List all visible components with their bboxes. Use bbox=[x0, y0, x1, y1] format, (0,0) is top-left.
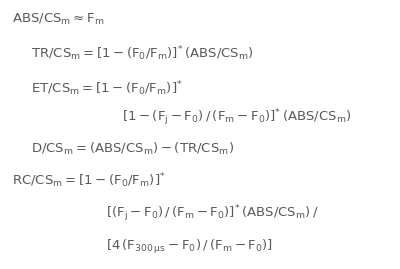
Text: $\mathrm{[(F_j-F_0)\,/\,(F_m-F_0)]^{*}\,(ABS/CS_m)\,/}$: $\mathrm{[(F_j-F_0)\,/\,(F_m-F_0)]^{*}\,… bbox=[106, 203, 318, 224]
Text: $\mathrm{D/CS_m = (ABS/CS_m)-(TR/CS_m)}$: $\mathrm{D/CS_m = (ABS/CS_m)-(TR/CS_m)}$ bbox=[32, 141, 234, 157]
Text: $\mathrm{TR/CS_m = [1-(F_0/F_m)]^{*}\,(ABS/CS_m)}$: $\mathrm{TR/CS_m = [1-(F_0/F_m)]^{*}\,(A… bbox=[32, 45, 254, 63]
Text: $\mathrm{ET/CS_m = [1-(F_0/F_m)]^{*}}$: $\mathrm{ET/CS_m = [1-(F_0/F_m)]^{*}}$ bbox=[32, 79, 183, 98]
Text: $\mathrm{[1-(F_j-F_0)\,/\,(F_m-F_0)]^{*}\,(ABS/CS_m)}$: $\mathrm{[1-(F_j-F_0)\,/\,(F_m-F_0)]^{*}… bbox=[122, 107, 351, 128]
Text: $\mathrm{[4\,(F_{300\,\mu s}-F_0)\,/\,(F_m-F_0)]}$: $\mathrm{[4\,(F_{300\,\mu s}-F_0)\,/\,(F… bbox=[106, 238, 273, 256]
Text: $\mathrm{ABS/CS_m \approx F_m}$: $\mathrm{ABS/CS_m \approx F_m}$ bbox=[12, 12, 104, 27]
Text: $\mathrm{RC/CS_m = [1-(F_0/F_m)]^{*}}$: $\mathrm{RC/CS_m = [1-(F_0/F_m)]^{*}}$ bbox=[12, 171, 166, 190]
